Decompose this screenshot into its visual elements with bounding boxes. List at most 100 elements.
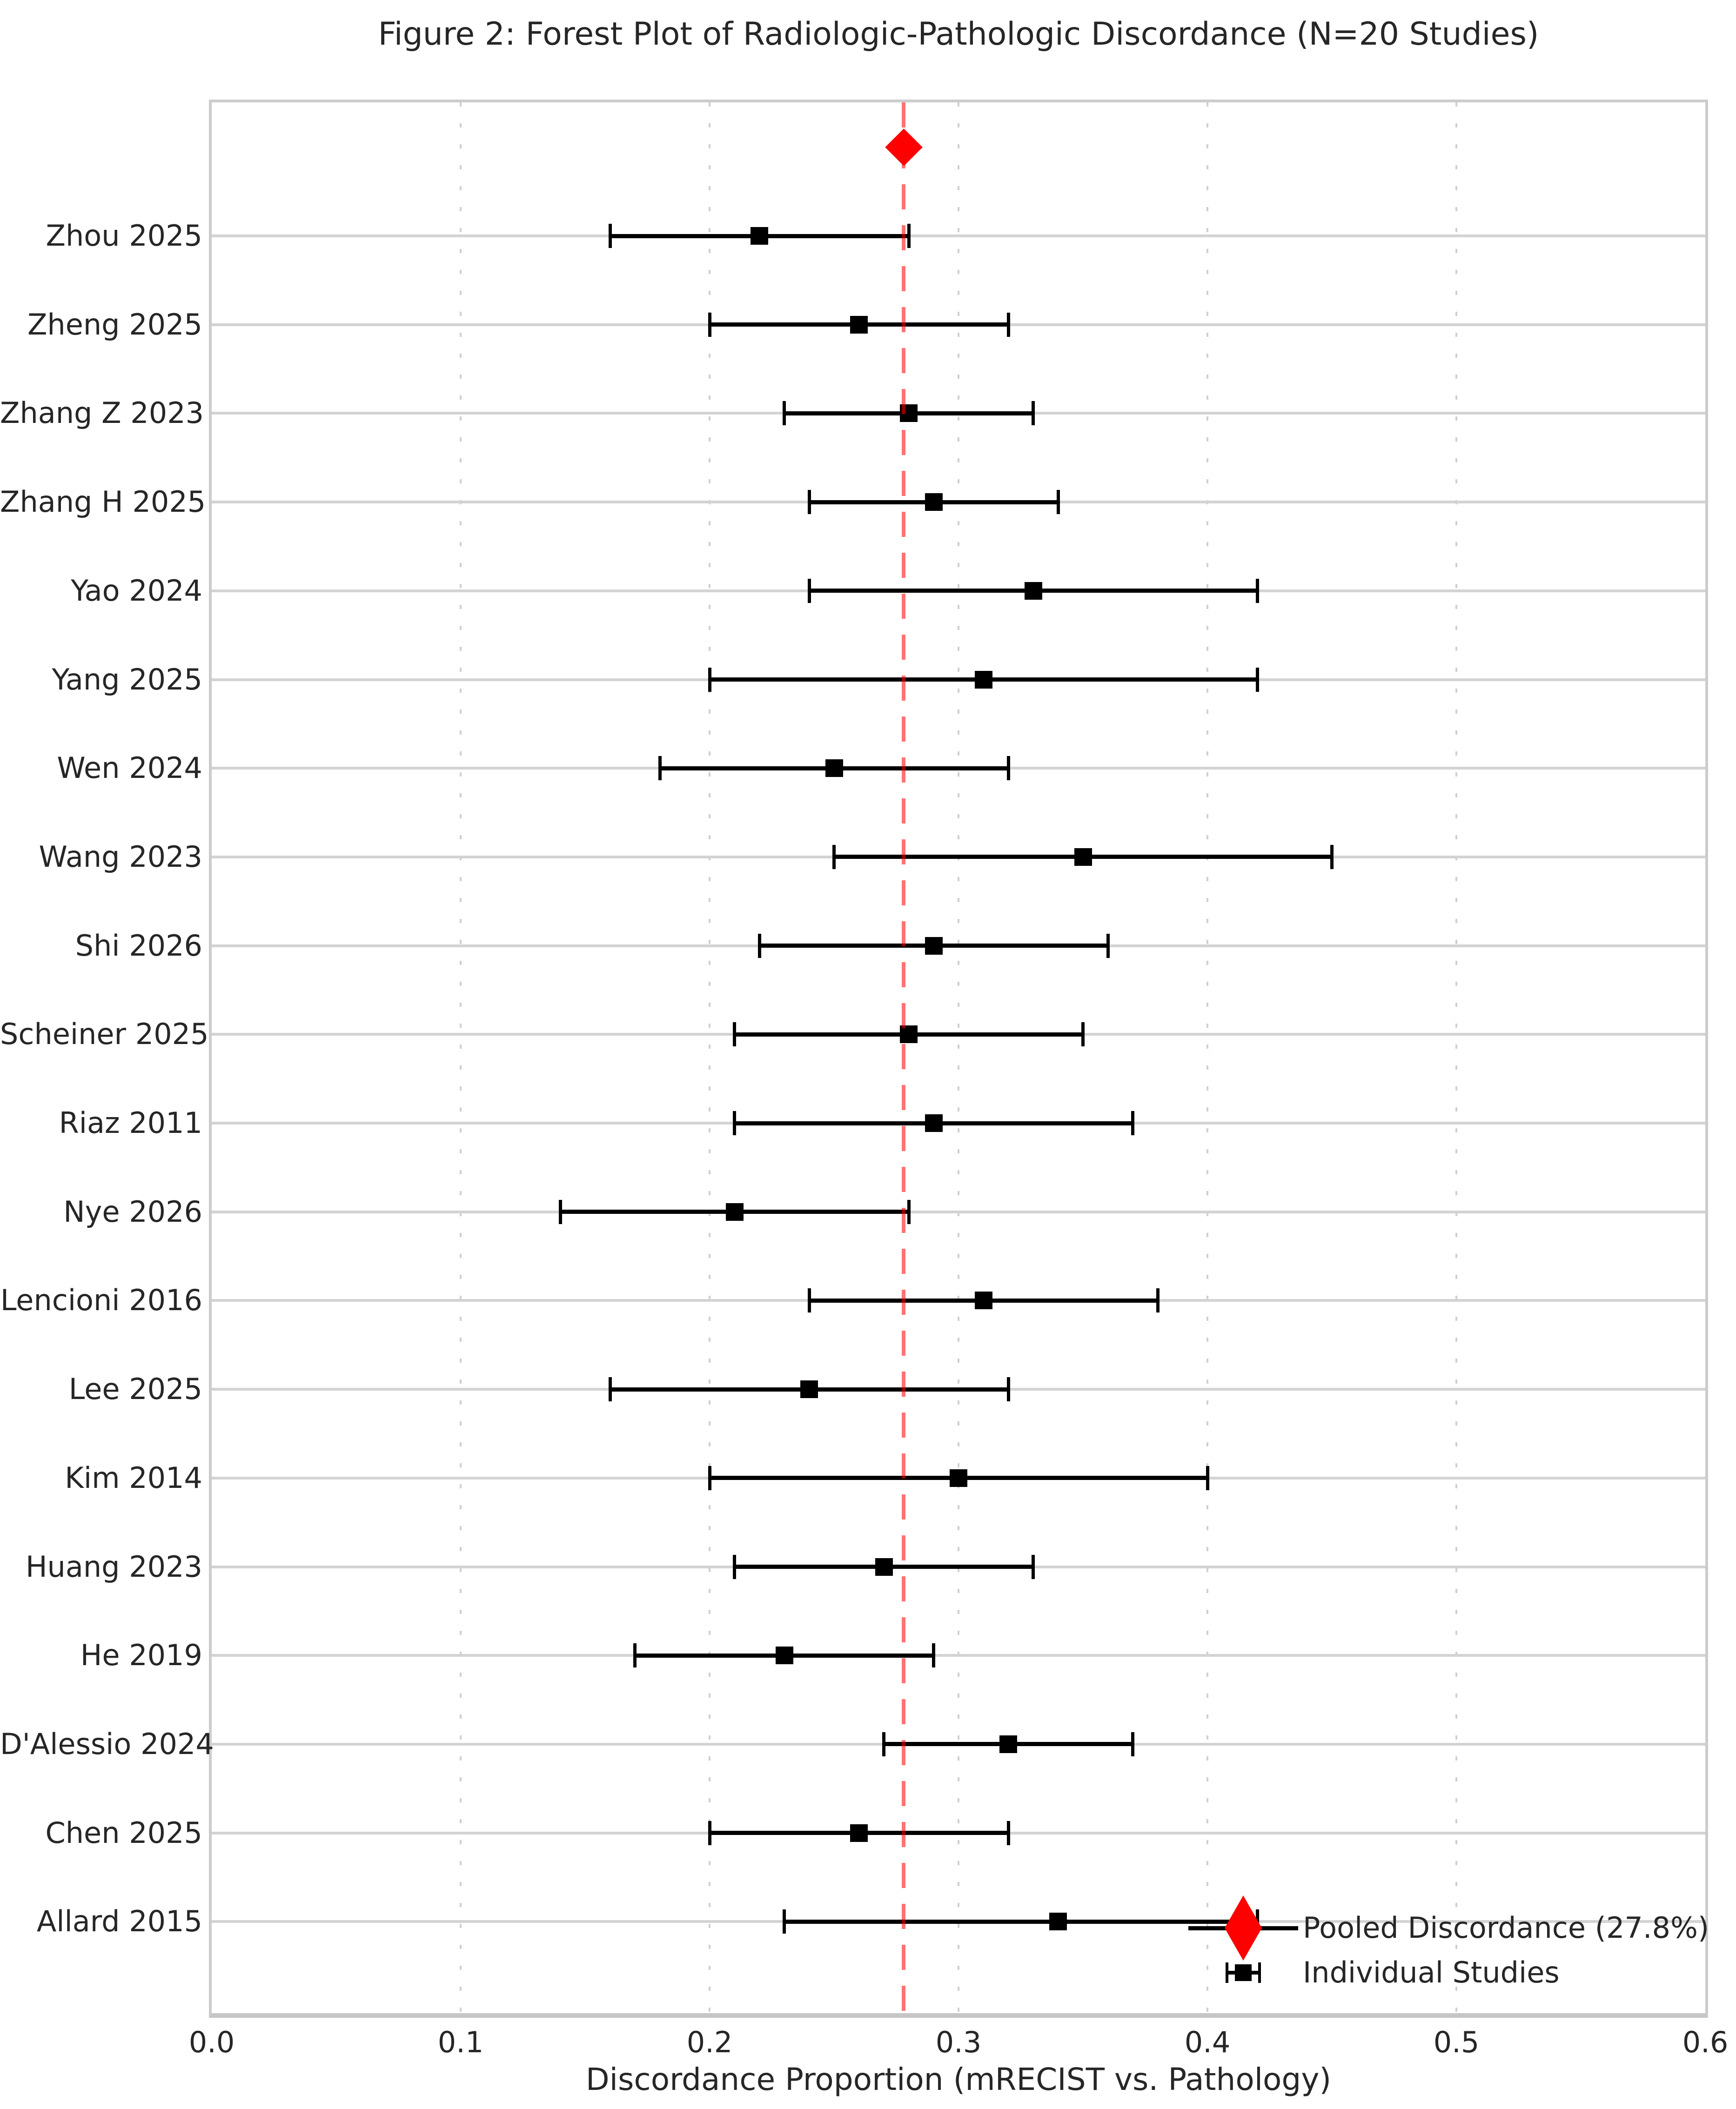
row-gridline [212, 1210, 1705, 1213]
x-tick-label: 0.5 [1433, 2025, 1480, 2059]
study-label: Zhou 2025 [46, 219, 203, 253]
study-point-marker [725, 1203, 744, 1221]
ci-cap-low [708, 1821, 711, 1845]
ci-cap-low [807, 1288, 811, 1313]
legend-studies-cap-right [1258, 1962, 1261, 1983]
chart-title: Figure 2: Forest Plot of Radiologic-Path… [378, 16, 1539, 53]
ci-cap-high [907, 224, 911, 248]
x-tick-label: 0.4 [1184, 2025, 1231, 2059]
study-point-marker [974, 1292, 992, 1310]
study-label: Wang 2023 [39, 839, 202, 874]
vertical-gridline [1455, 102, 1457, 2013]
study-point-marker [974, 670, 992, 689]
ci-cap-high [1081, 1022, 1085, 1047]
ci-cap-high [932, 1643, 935, 1668]
study-label: Riaz 2011 [59, 1106, 202, 1140]
ci-cap-low [757, 933, 761, 958]
ci-cap-low [733, 1554, 736, 1579]
ci-cap-high [1255, 578, 1259, 603]
ci-cap-low [783, 401, 786, 426]
study-point-marker [875, 1558, 893, 1576]
study-point-marker [1074, 848, 1092, 866]
ci-cap-high [907, 1199, 911, 1224]
ci-cap-high [1006, 312, 1010, 337]
ci-cap-low [608, 224, 612, 248]
x-tick-label: 0.1 [437, 2025, 484, 2059]
study-label: Zhang H 2025 [0, 485, 206, 519]
study-point-marker [999, 1735, 1017, 1753]
ci-cap-high [1131, 1732, 1134, 1756]
study-point-marker [1024, 582, 1042, 600]
ci-cap-low [733, 1111, 736, 1135]
vertical-gridline [958, 102, 959, 2013]
ci-cap-low [832, 844, 836, 869]
ci-cap-high [1032, 401, 1035, 426]
ci-cap-low [882, 1732, 885, 1756]
study-point-marker [925, 1114, 943, 1132]
pooled-reference-line [902, 102, 906, 2013]
ci-cap-high [1330, 844, 1334, 869]
study-point-marker [775, 1647, 793, 1665]
ci-cap-low [658, 756, 662, 781]
study-label: Scheiner 2025 [0, 1017, 209, 1051]
study-label: Zheng 2025 [27, 307, 202, 341]
plot-area [209, 100, 1708, 2018]
study-point-marker [925, 937, 943, 955]
ci-cap-low [733, 1022, 736, 1047]
ci-cap-low [807, 578, 811, 603]
legend-pooled-label: Pooled Discordance (27.8%) [1303, 1911, 1709, 1945]
row-gridline [212, 234, 1705, 237]
legend-studies-cap-left [1226, 1962, 1228, 1983]
x-tick-label: 0.3 [935, 2025, 982, 2059]
ci-cap-high [1006, 756, 1010, 781]
ci-cap-high [1255, 667, 1259, 692]
ci-cap-low [633, 1643, 637, 1668]
ci-cap-low [708, 1466, 711, 1490]
study-label: Zhang Z 2023 [0, 396, 204, 430]
study-point-marker [751, 227, 768, 245]
study-point-marker [800, 1380, 818, 1399]
x-tick-label: 0.6 [1682, 2025, 1729, 2059]
ci-cap-high [1032, 1554, 1035, 1579]
study-label: D'Alessio 2024 [0, 1727, 214, 1761]
x-tick-label: 0.2 [686, 2025, 733, 2059]
study-point-marker [825, 759, 843, 777]
ci-cap-high [1006, 1821, 1010, 1845]
study-label: Yao 2024 [71, 573, 202, 608]
ci-cap-low [558, 1199, 562, 1224]
study-label: Kim 2014 [65, 1460, 202, 1495]
legend-studies-label: Individual Studies [1303, 1955, 1560, 1989]
square-errorbar-icon [1235, 1964, 1252, 1981]
study-label: Huang 2023 [25, 1549, 202, 1584]
study-label: Yang 2025 [52, 662, 202, 696]
study-label: Shi 2026 [75, 928, 202, 963]
ci-cap-low [807, 490, 811, 515]
ci-cap-low [708, 312, 711, 337]
study-point-marker [950, 1469, 967, 1487]
ci-cap-high [1006, 1377, 1010, 1402]
study-label: He 2019 [80, 1638, 202, 1673]
study-point-marker [850, 315, 868, 334]
ci-cap-low [783, 1909, 786, 1934]
study-point-marker [850, 1824, 868, 1842]
ci-cap-high [1131, 1111, 1134, 1135]
x-axis-label: Discordance Proportion (mRECIST vs. Path… [585, 2062, 1332, 2097]
x-tick-label: 0.0 [188, 2025, 235, 2059]
study-point-marker [1049, 1913, 1067, 1931]
study-label: Wen 2024 [57, 751, 202, 785]
ci-bar [784, 1919, 1257, 1924]
study-point-marker [925, 493, 943, 511]
study-label: Nye 2026 [63, 1194, 202, 1229]
vertical-gridline [709, 102, 710, 2013]
study-label: Lee 2025 [68, 1372, 202, 1406]
study-label: Lencioni 2016 [0, 1283, 202, 1318]
ci-cap-high [1206, 1466, 1209, 1490]
vertical-gridline [460, 102, 462, 2013]
vertical-gridline [1206, 102, 1208, 2013]
study-label: Chen 2025 [45, 1815, 202, 1850]
row-gridline [212, 1654, 1705, 1657]
ci-cap-low [708, 667, 711, 692]
ci-cap-high [1106, 933, 1110, 958]
ci-cap-low [608, 1377, 612, 1402]
